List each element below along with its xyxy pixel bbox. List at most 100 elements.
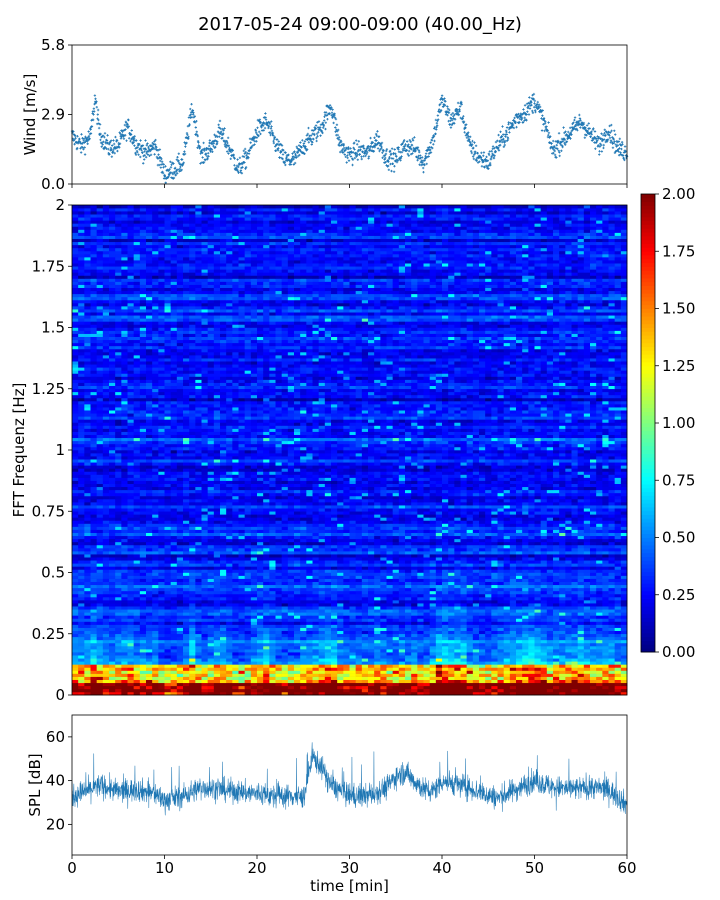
- spectrogram-cell: [133, 587, 141, 592]
- spectrogram-cell: [398, 673, 406, 677]
- spectrogram-cell: [287, 652, 295, 656]
- spectrogram-cell: [158, 597, 165, 601]
- spectrogram-cell: [90, 655, 97, 659]
- spectrogram-cell: [602, 673, 609, 677]
- spectrogram-cell: [343, 667, 350, 671]
- spectrogram-cell: [170, 642, 178, 647]
- spectrogram-cell: [559, 661, 566, 665]
- spectrogram-cell: [435, 655, 443, 659]
- spectrogram-cell: [226, 624, 233, 628]
- spectrogram-cell: [503, 670, 511, 674]
- spectrogram-cell: [429, 667, 437, 671]
- spectrogram-cell: [590, 624, 597, 628]
- spectrogram-cell: [577, 618, 585, 622]
- spectrogram-cell: [479, 603, 486, 607]
- spectrogram-cell: [368, 667, 375, 671]
- spectrogram-cell: [485, 615, 492, 619]
- spectrogram-cell: [571, 636, 578, 641]
- wind-point: [195, 133, 199, 137]
- spectrogram-cell: [472, 667, 480, 671]
- spectrogram-cell: [460, 590, 467, 595]
- spectrogram-cell: [244, 597, 252, 601]
- spectrogram-cell: [318, 618, 326, 622]
- spectrogram-cell: [497, 679, 504, 684]
- spectrogram-cell: [139, 682, 147, 687]
- spectrogram-cell: [516, 679, 523, 684]
- spectrogram-cell: [392, 658, 400, 662]
- spectrogram-cell: [460, 600, 467, 604]
- spectrogram-cell: [96, 679, 104, 684]
- spectrogram-cell: [392, 639, 400, 644]
- spectrogram-cell: [596, 597, 603, 601]
- spectrogram-cell: [608, 649, 615, 653]
- spectrogram-cell: [281, 676, 289, 680]
- spectrogram-cell: [368, 603, 375, 607]
- spectrogram-cell: [528, 603, 535, 607]
- spectrogram-cell: [559, 679, 566, 684]
- spectrogram-cell: [565, 603, 572, 607]
- spectrogram-cell: [84, 615, 91, 619]
- spectrogram-cell: [472, 590, 480, 595]
- spectrogram-cell: [368, 612, 375, 616]
- spectrogram-cell: [263, 597, 270, 601]
- spectrogram-cell: [460, 603, 467, 607]
- spectrogram-cell: [361, 661, 369, 665]
- spectrogram-cell: [559, 649, 566, 653]
- wind-point: [74, 136, 77, 140]
- spectrogram-cell: [78, 630, 85, 635]
- spectrogram-cell: [442, 597, 449, 601]
- spectrogram-cell: [411, 590, 418, 595]
- spectrogram-cell: [540, 630, 548, 635]
- spectrogram-cell: [466, 642, 474, 647]
- spectrogram-cell: [72, 615, 79, 619]
- spectrogram-cell: [109, 609, 116, 613]
- spectrogram-cell: [306, 630, 313, 635]
- spectrogram-cell: [102, 688, 110, 693]
- spectrogram-cell: [596, 627, 603, 631]
- spectrogram-cell: [355, 658, 363, 662]
- spectrogram-cell: [244, 609, 252, 613]
- spectrogram-cell: [516, 590, 523, 595]
- spectrogram-cell: [398, 618, 406, 622]
- spectrogram-cell: [300, 682, 307, 687]
- spectrogram-cell: [405, 655, 412, 659]
- spectrogram-cell: [528, 627, 535, 631]
- spectrogram-cell: [78, 649, 85, 653]
- spectrogram-cell: [331, 624, 338, 628]
- spectrogram-cell: [374, 609, 381, 613]
- spectrogram-cell: [559, 618, 566, 622]
- spectrogram-cell: [534, 612, 541, 616]
- spectrogram-cell: [522, 646, 529, 650]
- spectrogram-cell: [170, 673, 178, 677]
- spectrogram-cell: [170, 667, 178, 671]
- spectrogram-cell: [257, 603, 264, 607]
- spectrogram-cell: [380, 627, 387, 631]
- spectrogram-cell: [275, 584, 282, 589]
- spectrogram-cell: [349, 679, 356, 684]
- spectrogram-cell: [90, 639, 97, 644]
- spectrogram-cell: [398, 649, 406, 653]
- spectrogram-cell: [509, 664, 517, 668]
- spectrogram-cell: [213, 679, 221, 684]
- spectrogram-cell: [213, 655, 221, 659]
- spectrogram-cell: [275, 581, 282, 586]
- spectrogram-cell: [435, 603, 443, 607]
- spectrogram-cell: [238, 615, 245, 619]
- spectrogram-cell: [349, 667, 356, 671]
- spectrogram-cell: [96, 642, 104, 647]
- spectrogram-cell: [368, 661, 375, 665]
- wind-point: [105, 139, 109, 142]
- spectrogram-cell: [405, 667, 412, 671]
- spectrogram-cell: [343, 618, 350, 622]
- spectrogram-cell: [238, 658, 245, 662]
- wind-point: [176, 156, 179, 159]
- spectrogram-cell: [207, 600, 215, 604]
- spectrogram-cell: [109, 642, 116, 647]
- spectrogram-cell: [546, 609, 554, 613]
- spectrogram-cell: [121, 609, 128, 613]
- spectrogram-cell: [423, 688, 430, 693]
- spectrogram-cell: [355, 584, 363, 589]
- spectrogram-cell: [84, 618, 91, 622]
- spectrogram-cell: [176, 639, 184, 644]
- spectrogram-cell: [553, 590, 560, 595]
